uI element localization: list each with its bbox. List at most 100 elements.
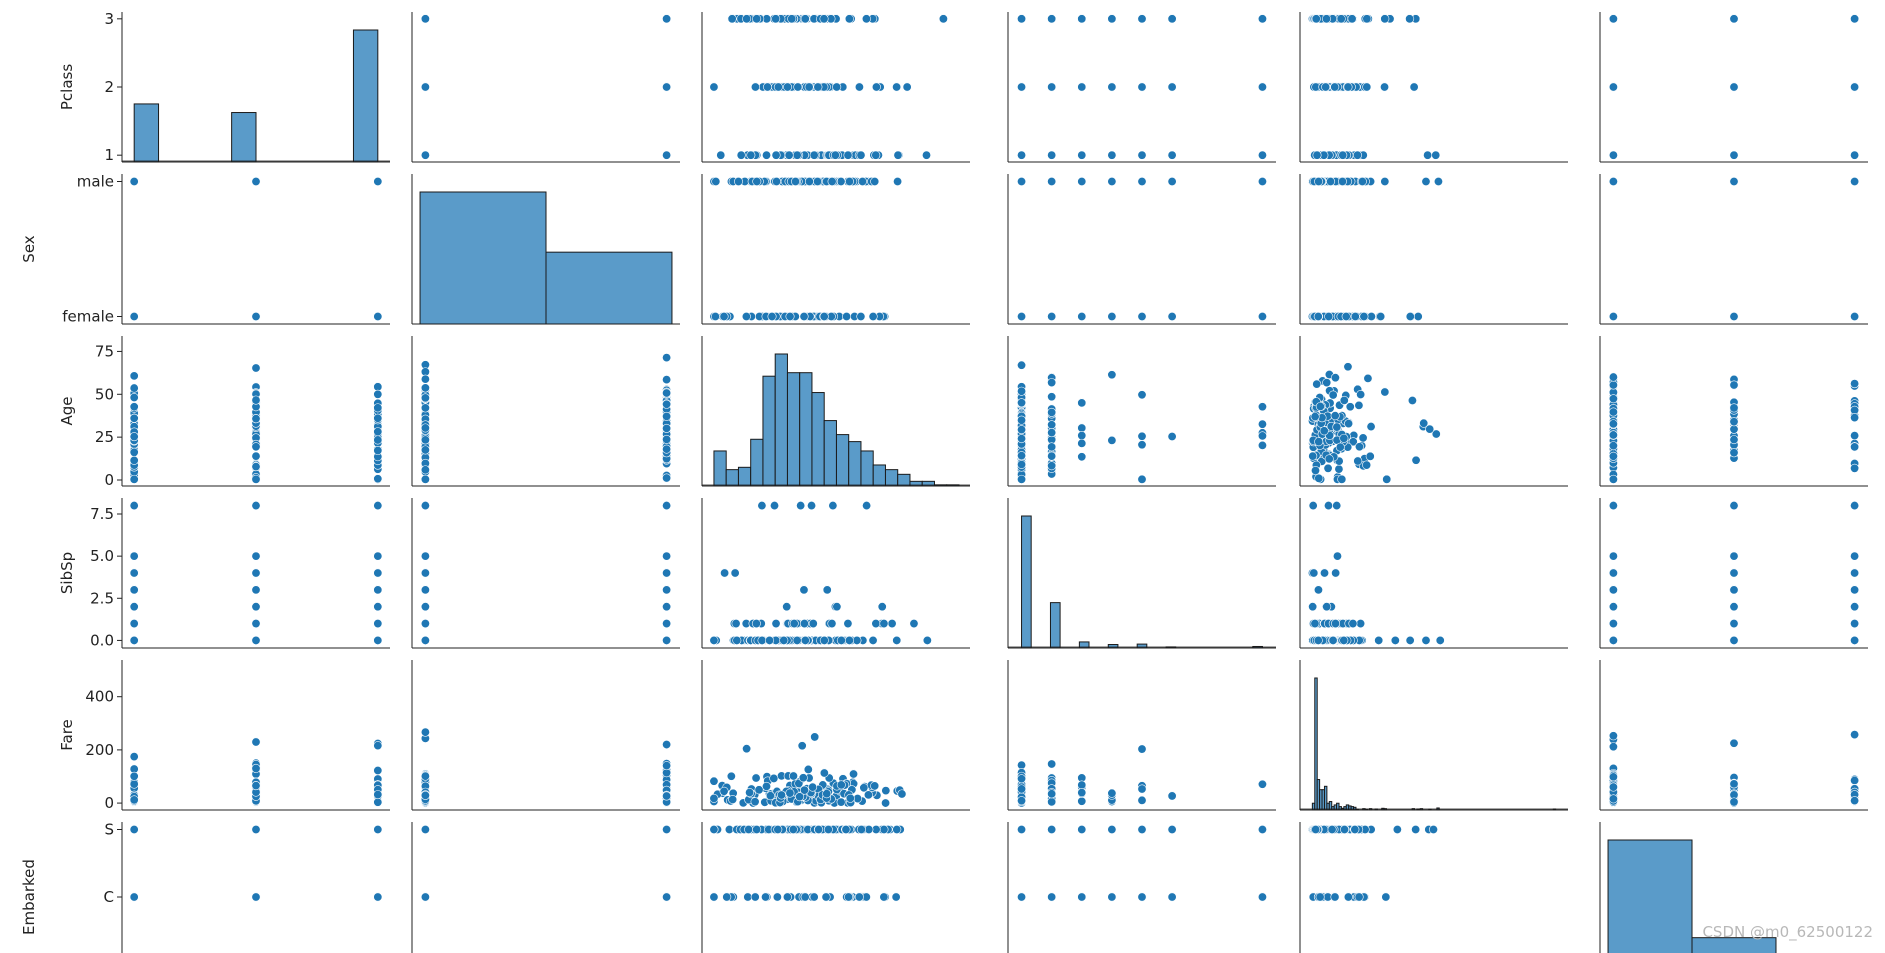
scatter-point: [1311, 14, 1321, 24]
y-tick-label: 0: [104, 471, 114, 489]
scatter-point: [1338, 150, 1348, 160]
scatter-point: [1608, 619, 1618, 629]
scatter-point: [922, 150, 932, 160]
scatter-point: [1313, 585, 1323, 595]
scatter-point: [733, 177, 743, 187]
scatter-point: [1608, 380, 1618, 390]
scatter-point: [1358, 433, 1368, 443]
scatter-point: [662, 82, 672, 92]
scatter-point: [129, 824, 139, 834]
scatter-point: [1047, 392, 1057, 402]
scatter-point: [1310, 619, 1320, 629]
scatter-point: [1431, 150, 1441, 160]
scatter-point: [662, 473, 672, 483]
scatter-point: [1608, 794, 1618, 804]
scatter-point: [1330, 411, 1340, 421]
scatter-point: [662, 423, 672, 433]
scatter-point: [662, 892, 672, 902]
scatter-point: [662, 411, 672, 421]
hist-bar: [1323, 785, 1328, 811]
y-tick-label: C: [104, 888, 114, 906]
scatter-point: [1047, 150, 1057, 160]
scatter-point: [1047, 420, 1057, 430]
scatter-point: [709, 793, 719, 803]
scatter-point: [1137, 784, 1147, 794]
scatter-point: [420, 727, 430, 737]
scatter-point: [1017, 177, 1027, 187]
scatter-point: [750, 797, 760, 807]
scatter-point: [251, 619, 261, 629]
scatter-point: [1313, 635, 1323, 645]
scatter-point: [792, 150, 802, 160]
scatter-point: [842, 311, 852, 321]
scatter-point: [129, 447, 139, 457]
cell-sibsp-vs-sex: [411, 498, 680, 649]
scatter-point: [1359, 311, 1369, 321]
scatter-point: [902, 82, 912, 92]
scatter-point: [1328, 390, 1338, 400]
scatter-point: [1047, 82, 1057, 92]
scatter-point: [792, 635, 802, 645]
scatter-point: [373, 389, 383, 399]
scatter-point: [1047, 759, 1057, 769]
scatter-point: [420, 374, 430, 384]
scatter-point: [1380, 387, 1390, 397]
scatter-point: [1137, 150, 1147, 160]
scatter-point: [744, 824, 754, 834]
scatter-point: [1350, 824, 1360, 834]
scatter-point: [767, 311, 777, 321]
scatter-point: [1167, 177, 1177, 187]
scatter-point: [732, 635, 742, 645]
scatter-point: [750, 82, 760, 92]
scatter-point: [1345, 402, 1355, 412]
hist-bar: [921, 480, 935, 487]
hist-bar: [1078, 641, 1090, 649]
scatter-point: [861, 14, 871, 24]
cell-sex-vs-age: [701, 174, 970, 325]
scatter-point: [1729, 448, 1739, 458]
scatter-point: [1107, 892, 1117, 902]
scatter-point: [772, 892, 782, 902]
scatter-point: [870, 781, 880, 791]
scatter-point: [129, 568, 139, 578]
scatter-point: [1322, 378, 1332, 388]
scatter-point: [1337, 177, 1347, 187]
cell-sibsp-vs-embarked: [1599, 498, 1868, 649]
scatter-point: [784, 150, 794, 160]
scatter-point: [420, 501, 430, 511]
scatter-point: [1407, 395, 1417, 405]
scatter-point: [1608, 731, 1618, 741]
scatter-point: [799, 585, 809, 595]
cell-fare-vs-sibsp: [1007, 660, 1276, 811]
scatter-point: [710, 311, 720, 321]
scatter-point: [1077, 177, 1087, 187]
scatter-point: [1850, 379, 1860, 389]
scatter-point: [822, 585, 832, 595]
scatter-point: [1167, 311, 1177, 321]
scatter-point: [1047, 14, 1057, 24]
y-tick-label: female: [62, 308, 114, 326]
scatter-point: [662, 444, 672, 454]
scatter-point: [1167, 82, 1177, 92]
scatter-point: [662, 150, 672, 160]
hist-bar: [872, 464, 886, 487]
scatter-point: [1077, 82, 1087, 92]
scatter-point: [1257, 311, 1267, 321]
y-tick-label: 25: [95, 428, 114, 446]
scatter-point: [251, 474, 261, 484]
scatter-point: [1308, 501, 1318, 511]
scatter-point: [789, 619, 799, 629]
scatter-point: [771, 150, 781, 160]
scatter-point: [420, 82, 430, 92]
scatter-point: [1419, 418, 1429, 428]
scatter-point: [1608, 742, 1618, 752]
scatter-point: [1107, 14, 1117, 24]
scatter-point: [1336, 14, 1346, 24]
scatter-point: [420, 771, 430, 781]
cell-fare-vs-pclass: 0 200 400 Fare: [58, 660, 390, 812]
scatter-point: [881, 798, 891, 808]
scatter-point: [129, 177, 139, 187]
hist-bar: [774, 353, 788, 487]
cell-fare-vs-fare: [1299, 660, 1568, 811]
scatter-point: [1017, 451, 1027, 461]
